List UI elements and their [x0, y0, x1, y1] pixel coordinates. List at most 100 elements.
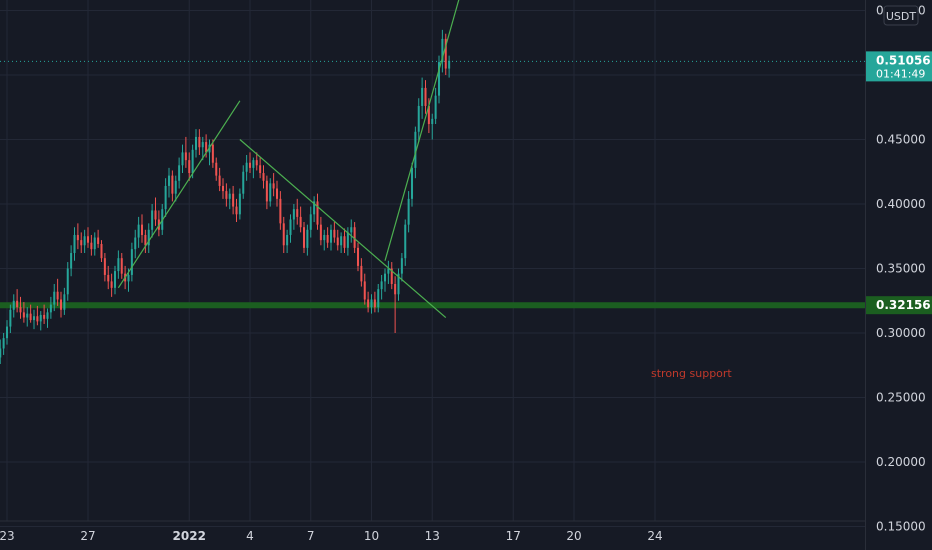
- candle-body: [383, 273, 387, 282]
- candle-body: [205, 142, 208, 153]
- candle: [444, 33, 447, 75]
- candlestick-series: [0, 29, 451, 364]
- candle: [201, 136, 204, 161]
- candle-body: [218, 175, 221, 186]
- candle: [225, 183, 228, 207]
- candle: [259, 157, 262, 179]
- candle-body: [272, 183, 275, 189]
- candle-body: [313, 201, 316, 215]
- candle-body: [377, 289, 380, 308]
- candle: [394, 276, 397, 333]
- candle-body: [53, 291, 56, 305]
- candle-body: [215, 162, 218, 176]
- candle: [431, 113, 434, 140]
- candle-body: [198, 136, 201, 148]
- candle-body: [188, 160, 191, 174]
- candle-body: [232, 193, 235, 207]
- candle: [238, 188, 241, 220]
- candle-body: [120, 258, 123, 274]
- candle: [29, 304, 32, 323]
- candle-body: [248, 162, 252, 168]
- candle-body: [255, 160, 258, 166]
- candle: [73, 227, 76, 261]
- currency-unit-tag[interactable]: USDT: [883, 5, 919, 26]
- candle: [434, 87, 437, 125]
- x-tick-label: 24: [647, 529, 662, 543]
- candle: [184, 136, 187, 168]
- candle-body: [356, 247, 360, 266]
- candle: [154, 197, 157, 226]
- candle-body: [76, 234, 79, 241]
- candle: [117, 250, 120, 279]
- candle-body: [390, 268, 393, 284]
- trendline: [384, 0, 460, 261]
- x-tick-label: 13: [425, 529, 440, 543]
- countdown-label: 01:41:49: [876, 67, 925, 80]
- candle: [228, 188, 231, 210]
- candle: [383, 268, 387, 292]
- candle-body: [448, 60, 451, 69]
- candle: [171, 170, 174, 202]
- candle: [279, 191, 282, 230]
- candle: [97, 229, 100, 248]
- candle: [100, 240, 103, 263]
- candle-body: [235, 206, 238, 215]
- candle: [134, 229, 137, 259]
- candle: [353, 222, 356, 254]
- x-tick-label: 17: [506, 529, 521, 543]
- candle-body: [9, 309, 12, 327]
- candle: [90, 234, 93, 256]
- candle-body: [319, 224, 322, 241]
- candle-body: [144, 234, 147, 246]
- candle: [181, 144, 184, 174]
- candle-body: [134, 237, 137, 250]
- candle: [86, 227, 90, 248]
- candle-body: [178, 165, 181, 181]
- candle: [333, 222, 336, 243]
- candle-body: [181, 152, 184, 166]
- candle-body: [434, 95, 437, 119]
- candle: [397, 268, 400, 301]
- candle: [296, 198, 299, 225]
- candle-body: [326, 234, 329, 243]
- candle-body: [113, 271, 117, 288]
- candle: [299, 206, 302, 233]
- candle-body: [316, 201, 319, 225]
- candle-body: [211, 144, 214, 163]
- candle-body: [137, 224, 140, 238]
- candle: [302, 222, 306, 254]
- candle-body: [83, 236, 86, 246]
- candle: [289, 214, 292, 243]
- candle-body: [63, 294, 66, 310]
- support-price-tag-bg: [866, 296, 932, 315]
- currency-unit-label: USDT: [886, 10, 917, 23]
- candle-body: [353, 227, 356, 248]
- trendline: [117, 100, 241, 289]
- price-lines: [0, 60, 865, 309]
- candle: [130, 242, 133, 282]
- candle-body: [329, 229, 333, 243]
- candle: [53, 283, 56, 312]
- candle-body: [110, 281, 113, 288]
- candle: [248, 152, 252, 174]
- candle: [367, 291, 370, 313]
- candle-body: [397, 273, 400, 295]
- candle-body: [380, 281, 383, 290]
- candle: [404, 219, 407, 266]
- candle-body: [22, 312, 25, 318]
- candle: [424, 80, 427, 114]
- candle-body: [265, 180, 268, 202]
- candle: [167, 167, 171, 198]
- y-tick-label: 0.25000: [876, 391, 926, 405]
- last-price-tag-bg: [866, 51, 932, 82]
- candle: [12, 294, 15, 318]
- trendlines: [117, 0, 460, 318]
- candle: [370, 294, 373, 314]
- candle: [292, 204, 295, 230]
- candle: [147, 223, 150, 254]
- annotation-strong-support: strong support: [651, 367, 732, 380]
- x-tick-label: 2022: [173, 529, 206, 543]
- candle: [63, 287, 66, 315]
